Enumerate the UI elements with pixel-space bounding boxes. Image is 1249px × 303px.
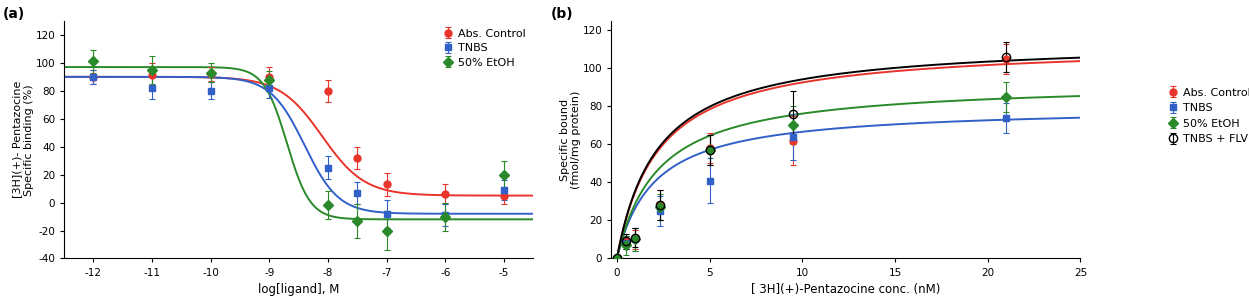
Legend: Abs. Control, TNBS, 50% EtOH: Abs. Control, TNBS, 50% EtOH: [441, 26, 528, 70]
Y-axis label: [3H](+)- Pentazocine
Specific binding (%): [3H](+)- Pentazocine Specific binding (%…: [12, 81, 34, 198]
Text: (b): (b): [551, 7, 573, 21]
Legend: Abs. Control, TNBS, 50% EtOH, TNBS + FLV: Abs. Control, TNBS, 50% EtOH, TNBS + FLV: [1167, 85, 1249, 147]
X-axis label: log[ligand], M: log[ligand], M: [259, 283, 340, 296]
X-axis label: [ 3H](+)-Pentazocine conc. (nM): [ 3H](+)-Pentazocine conc. (nM): [751, 283, 940, 296]
Text: (a): (a): [4, 7, 25, 21]
Y-axis label: Specific bound
(fmol/mg protein): Specific bound (fmol/mg protein): [560, 91, 581, 189]
